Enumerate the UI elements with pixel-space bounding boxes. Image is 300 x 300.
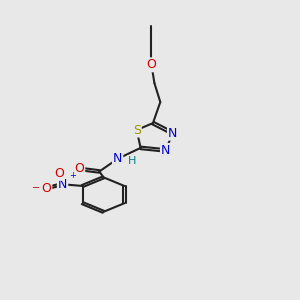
Text: N: N (168, 127, 177, 140)
Text: N: N (113, 152, 122, 165)
Text: N: N (161, 144, 170, 157)
Text: O: O (54, 167, 64, 180)
Text: S: S (133, 124, 141, 136)
Text: N: N (58, 178, 67, 191)
Text: O: O (74, 162, 84, 176)
Text: O: O (146, 58, 156, 71)
Text: O: O (41, 182, 51, 195)
Text: H: H (128, 155, 136, 166)
Text: −: − (32, 183, 40, 193)
Text: +: + (69, 171, 76, 180)
